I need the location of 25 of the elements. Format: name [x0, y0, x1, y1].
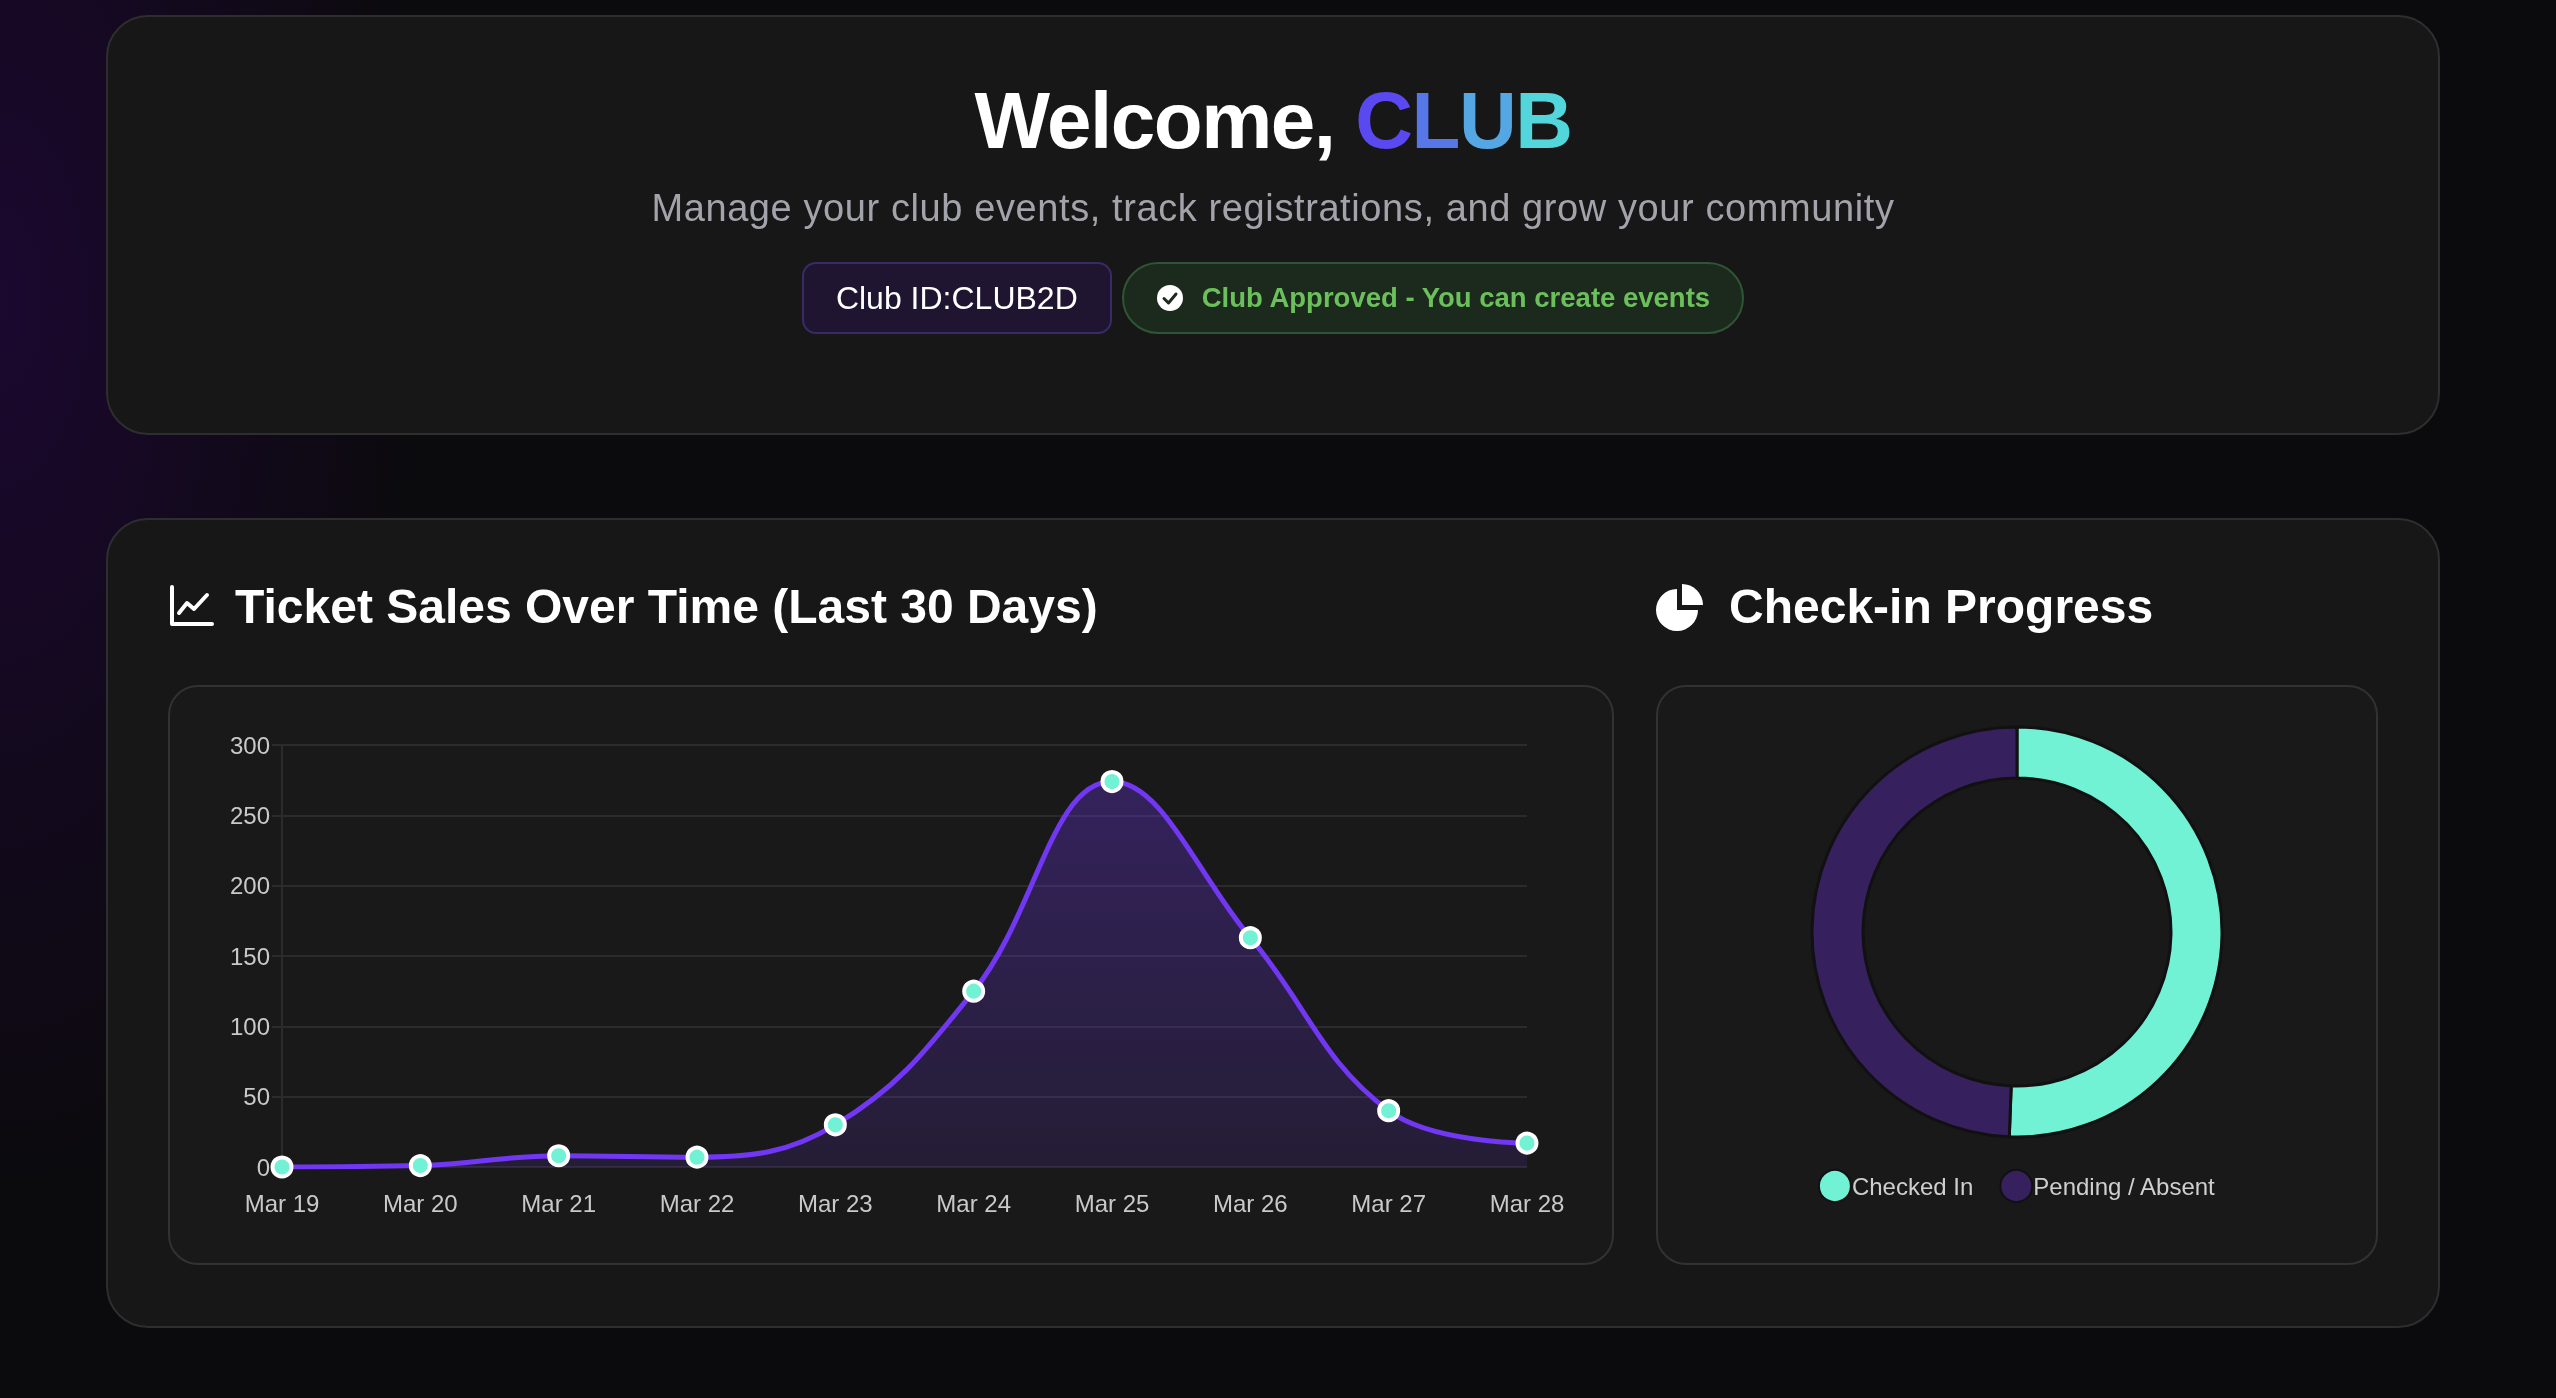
- y-tick-label: 100: [229, 1012, 270, 1040]
- x-tick-label: Mar 28: [1489, 1189, 1565, 1217]
- chart-title: Ticket Sales Over Time (Last 30 Days): [235, 579, 1098, 635]
- y-tick-label: 50: [243, 1083, 270, 1111]
- legend-label: Checked In: [1851, 1172, 1974, 1200]
- y-tick-label: 250: [229, 801, 270, 829]
- text: Welcome, CLUB: [973, 75, 1573, 167]
- y-tick-label: 300: [229, 731, 270, 759]
- y-tick-label: 200: [229, 872, 270, 900]
- x-tick-label: Mar 21: [521, 1189, 597, 1217]
- x-tick-label: Mar 20: [382, 1189, 458, 1217]
- x-tick-label: Mar 19: [244, 1189, 320, 1217]
- legend-label: Pending / Absent: [2033, 1172, 2216, 1200]
- text: Manage your club events, track registrations, and grow your community: [650, 186, 1896, 231]
- x-tick-label: Mar 27: [1351, 1189, 1427, 1217]
- chart-title: Check-in Progress: [1729, 579, 2154, 635]
- y-tick-label: 0: [256, 1153, 270, 1181]
- status-badge: Club Approved - You can create events: [1121, 262, 1745, 334]
- x-tick-label: Mar 24: [936, 1189, 1012, 1217]
- x-tick-label: Mar 23: [797, 1189, 873, 1217]
- y-tick-label: 150: [229, 942, 270, 970]
- x-tick-label: Mar 22: [659, 1189, 735, 1217]
- id-badge: Club ID:CLUB2D: [801, 262, 1112, 334]
- x-tick-label: Mar 25: [1074, 1189, 1150, 1217]
- x-tick-label: Mar 26: [1212, 1189, 1288, 1217]
